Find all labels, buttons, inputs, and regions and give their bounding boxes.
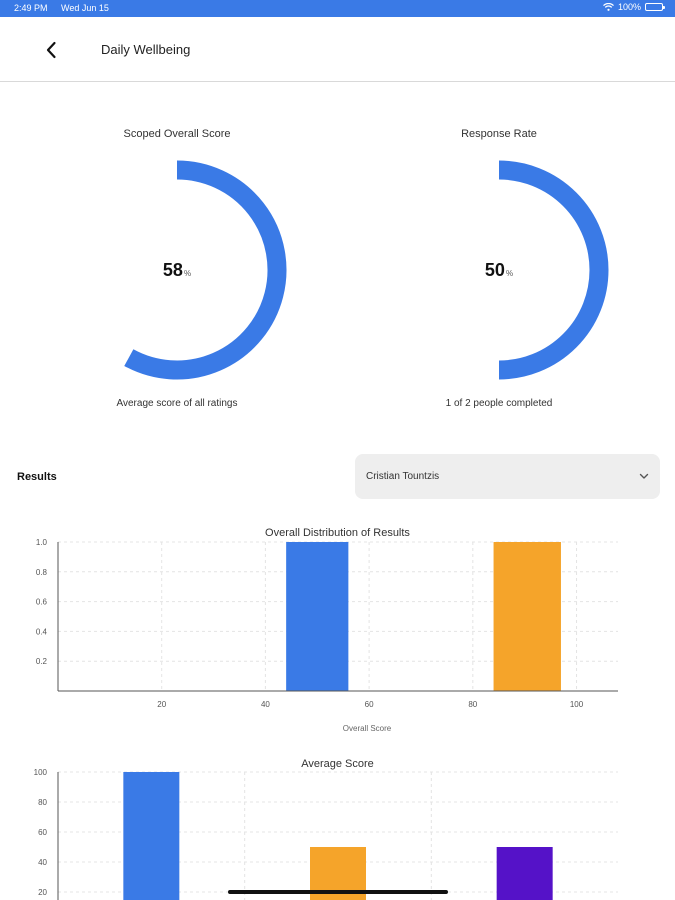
y-tick-label: 40 — [38, 858, 47, 867]
distribution-chart-plot: 0.2 0.4 0.6 0.8 1.0 20 40 60 80 100 Overall Score — [36, 538, 618, 733]
average-score-chart-plot: 20 40 60 80 100 — [34, 768, 618, 900]
x-tick-label: 20 — [157, 700, 166, 709]
average-score-chart: Average Score 20 40 60 80 100 — [0, 752, 675, 900]
x-tick-label: 100 — [570, 700, 584, 709]
gauge-arc — [498, 160, 609, 380]
gauge-number: 58 — [162, 260, 183, 280]
y-tick-label: 1.0 — [36, 538, 48, 547]
bar — [496, 847, 553, 900]
overall-score-gauge: Scoped Overall Score 58% Average score o… — [27, 120, 327, 420]
bar — [286, 542, 349, 691]
chevron-down-icon — [639, 473, 649, 479]
status-date: Wed Jun 15 — [61, 3, 109, 13]
gauge-title: Response Rate — [461, 128, 537, 140]
bar — [493, 542, 561, 691]
gauge-unit: % — [183, 269, 192, 278]
y-tick-label: 0.4 — [36, 627, 48, 636]
y-tick-label: 80 — [38, 798, 47, 807]
selected-user: Cristian Tountzis — [366, 471, 440, 482]
y-tick-label: 0.6 — [36, 598, 48, 607]
page-title: Daily Wellbeing — [101, 42, 191, 57]
gauge-title: Scoped Overall Score — [123, 128, 231, 140]
response-rate-gauge: Response Rate 50% 1 of 2 people complete… — [349, 120, 649, 420]
gauge-value: 58% — [27, 260, 327, 281]
y-tick-label: 60 — [38, 828, 47, 837]
y-tick-label: 0.2 — [36, 657, 48, 666]
distribution-chart: Overall Distribution of Results 0.2 0.4 0.… — [0, 522, 675, 737]
y-tick-label: 20 — [38, 888, 47, 897]
y-tick-label: 100 — [34, 768, 48, 777]
gauge-number: 50 — [484, 260, 505, 280]
gauge-unit: % — [505, 269, 514, 278]
status-bar: 2:49 PM Wed Jun 15 100% — [0, 0, 675, 17]
x-axis-label: Overall Score — [343, 724, 392, 733]
battery-icon — [645, 3, 665, 11]
chart-title: Average Score — [301, 758, 374, 770]
x-tick-label: 40 — [261, 700, 270, 709]
gauge-caption: 1 of 2 people completed — [445, 398, 553, 409]
x-tick-label: 60 — [365, 700, 374, 709]
back-button[interactable] — [38, 35, 64, 65]
status-right: 100% — [603, 2, 665, 12]
bar — [123, 772, 180, 900]
nav-header: Daily Wellbeing — [0, 17, 675, 82]
chevron-left-icon — [46, 41, 56, 59]
gauge-ring — [124, 160, 287, 380]
chart-title: Overall Distribution of Results — [265, 527, 410, 539]
user-select-dropdown[interactable]: Cristian Tountzis — [355, 454, 660, 499]
home-indicator — [228, 890, 448, 894]
gauge-ring — [498, 160, 609, 380]
battery-percent: 100% — [617, 2, 641, 12]
gauge-arc — [124, 160, 287, 380]
x-tick-label: 80 — [468, 700, 477, 709]
status-time: 2:49 PM — [14, 3, 48, 13]
gauge-caption: Average score of all ratings — [116, 398, 238, 409]
wifi-icon — [603, 3, 614, 11]
results-heading: Results — [17, 471, 57, 483]
gauge-value: 50% — [349, 260, 649, 281]
y-tick-label: 0.8 — [36, 568, 48, 577]
